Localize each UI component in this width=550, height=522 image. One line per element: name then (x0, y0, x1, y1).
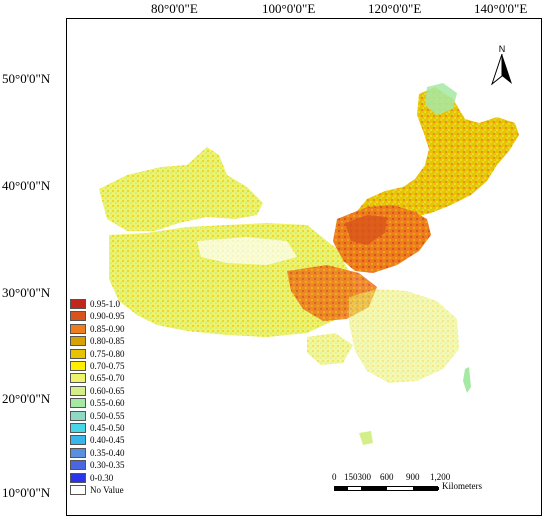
scale-tick-1200: 1,200 (430, 472, 451, 482)
legend-label: 0.95-1.0 (90, 299, 120, 309)
legend-swatch (70, 361, 86, 371)
scale-tick-0: 0 (332, 472, 337, 482)
scale-bar-graphic (334, 486, 439, 491)
latitude-label-10n: 10°0'0"N (2, 485, 51, 500)
legend-swatch (70, 472, 86, 483)
legend-label: 0.45-0.50 (90, 423, 125, 433)
legend-swatch (70, 311, 86, 322)
legend-swatch (70, 485, 86, 495)
legend-label: 0.30-0.35 (90, 460, 125, 471)
legend-label: 0.55-0.60 (90, 398, 125, 409)
region-northeast (357, 87, 519, 225)
legend-label: 0.75-0.80 (90, 348, 125, 359)
latitude-label-40n: 40°0'0"N (2, 178, 51, 193)
longitude-label-140e: 140°0'0"E (474, 1, 528, 16)
scale-tick-900: 900 (406, 472, 420, 482)
region-north-china (333, 205, 431, 273)
latitude-label-50n: 50°0'0"N (2, 71, 51, 86)
north-arrow: N (488, 44, 516, 88)
legend-swatch (70, 423, 86, 433)
legend-swatch (70, 323, 86, 334)
legend-label: 0-0.30 (90, 472, 114, 483)
legend-label: No Value (90, 485, 124, 495)
legend-label: 0.80-0.85 (90, 336, 125, 347)
scale-tick-600: 600 (380, 472, 394, 482)
legend-label: 0.40-0.45 (90, 435, 125, 446)
legend-label: 0.65-0.70 (90, 373, 125, 384)
legend-label: 0.35-0.40 (90, 447, 125, 458)
legend-swatch (70, 410, 86, 421)
legend-label: 0.70-0.75 (90, 361, 125, 371)
scale-bar: 0 150300 600 900 1,200 Kilometers (330, 472, 500, 496)
north-arrow-icon (490, 54, 512, 86)
map-raster (99, 83, 519, 445)
longitude-label-100e: 100°0'0"E (262, 1, 316, 16)
region-taiwan (463, 367, 471, 393)
scale-unit: Kilometers (442, 481, 482, 491)
legend-swatch (70, 460, 86, 471)
scale-tick-150300: 150300 (344, 472, 371, 482)
legend-swatch (70, 348, 86, 359)
region-southeast (349, 289, 459, 383)
legend-swatch (70, 336, 86, 347)
longitude-label-120e: 120°0'0"E (368, 1, 422, 16)
latitude-label-30n: 30°0'0"N (2, 285, 51, 300)
legend-swatch (70, 299, 86, 309)
map-frame (66, 18, 542, 516)
north-label: N (498, 44, 506, 54)
legend-swatch (70, 398, 86, 409)
legend-swatch (70, 373, 86, 384)
legend-label: 0.60-0.65 (90, 385, 125, 396)
latitude-label-20n: 20°0'0"N (2, 391, 51, 406)
legend-swatch (70, 447, 86, 458)
region-xinjiang (99, 147, 263, 231)
legend-swatch (70, 435, 86, 446)
longitude-label-80e: 80°0'0"E (151, 1, 198, 16)
region-hainan (359, 431, 373, 445)
legend-label: 0.90-0.95 (90, 311, 125, 322)
legend-label: 0.85-0.90 (90, 323, 125, 334)
legend-swatch (70, 385, 86, 396)
region-tibet (109, 223, 357, 337)
legend-label: 0.50-0.55 (90, 410, 125, 421)
